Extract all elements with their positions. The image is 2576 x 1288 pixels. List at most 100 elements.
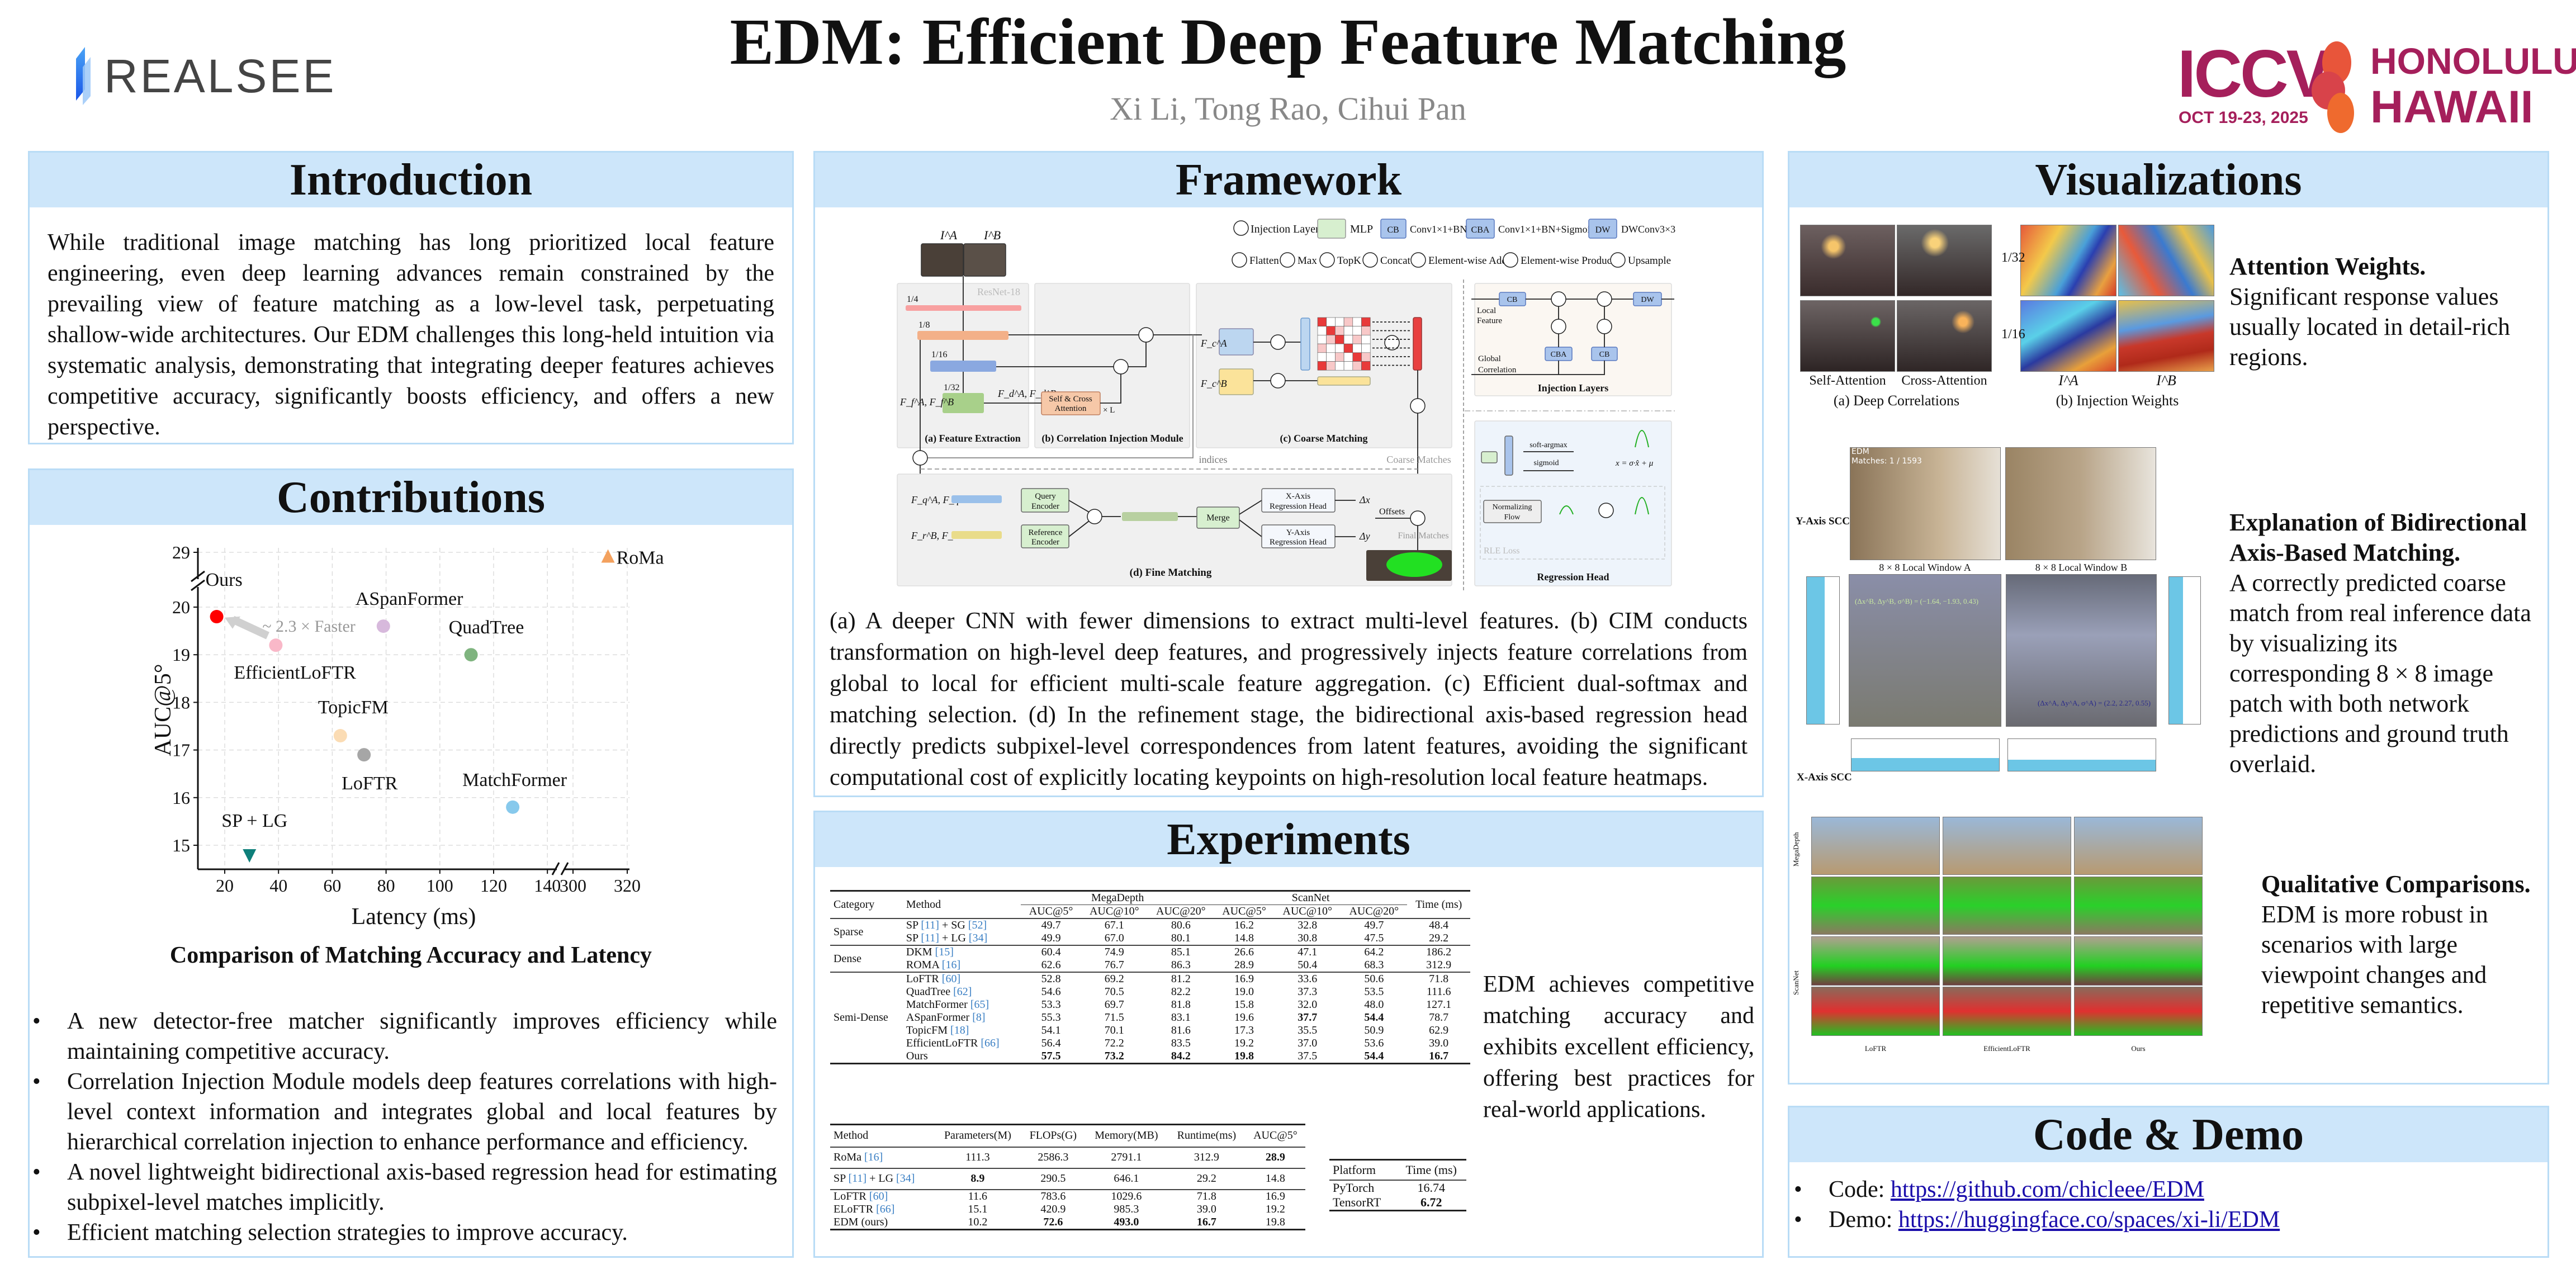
qualitative-result-image xyxy=(1811,936,1940,986)
table-cell: 73.2 xyxy=(1104,1050,1124,1062)
similarity-cell xyxy=(1317,326,1327,335)
y-axis-histogram-a xyxy=(1806,576,1840,724)
legend-operator-icon xyxy=(1610,252,1626,268)
legend-operator-icon xyxy=(1280,252,1295,268)
x-axis-histogram-b xyxy=(2007,738,2156,771)
point-label: TopicFM xyxy=(318,697,389,718)
scale-1-4-feature xyxy=(906,305,1021,311)
data-point-sp-lg xyxy=(243,849,257,863)
table-cell: 80.1 xyxy=(1171,932,1191,944)
viz-text-bidirectional: Explanation of Bidirectional Axis-Based … xyxy=(2229,509,2531,778)
code-demo-panel: Code & Demo Code: https://github.com/chi… xyxy=(1788,1106,2549,1258)
connector xyxy=(1239,519,1262,537)
label: Regression Head xyxy=(1270,538,1327,547)
column-header: Runtime(ms) xyxy=(1177,1129,1237,1142)
category-cell: Dense xyxy=(834,952,861,965)
contribution-item: Efficient matching selection strategies … xyxy=(28,1218,777,1248)
rule xyxy=(830,1064,1470,1065)
label: DWConv3×3 xyxy=(1621,224,1675,235)
similarity-cell xyxy=(1317,317,1327,326)
injection-weight-map-2 xyxy=(2118,225,2214,296)
dw-legend-box xyxy=(1588,219,1617,239)
injection-weight-map-4 xyxy=(2118,300,2214,372)
table-row: LoFTR [60] 11.6 783.6 1029.6 71.8 16.9 xyxy=(830,1189,1305,1203)
qualitative-result-image xyxy=(1943,817,2071,875)
qualitative-result-image xyxy=(1943,936,2071,986)
similarity-cell xyxy=(1361,317,1371,326)
table-cell: 52.8 xyxy=(1041,973,1061,985)
similarity-cell xyxy=(1335,343,1344,353)
visualizations-heading: Visualizations xyxy=(1789,153,2547,207)
label: Normalizing xyxy=(1493,503,1532,512)
column-subheader: AUC@20° xyxy=(1349,905,1399,917)
column-subheader: AUC@10° xyxy=(1089,905,1139,917)
x-axis-scc-label: X-Axis SCC xyxy=(1797,771,1852,783)
qualitative-result-image xyxy=(2074,987,2203,1036)
point-label: SP + LG xyxy=(221,811,287,831)
table-row: ROMA [16] 62.6 76.7 86.3 28.9 50.4 68.3 312.9 xyxy=(830,959,1470,972)
table-cell: 53.6 xyxy=(1364,1037,1384,1049)
table-cell: 56.4 xyxy=(1041,1037,1061,1049)
similarity-cell xyxy=(1317,361,1327,371)
subheader-row: AUC@5° AUC@10° AUC@20° AUC@5° AUC@10° AUC@20° xyxy=(830,905,1470,919)
data-point-roma xyxy=(601,549,615,563)
table-cell: 16.9 xyxy=(1265,1190,1285,1202)
correlation-injection-panel xyxy=(1034,283,1190,448)
table-cell: 6.72 xyxy=(1420,1195,1442,1209)
x-axis-break xyxy=(551,862,569,875)
table-cell: 290.5 xyxy=(1040,1172,1066,1185)
indices-arrow xyxy=(927,335,1194,458)
self-attention-image-1 xyxy=(1800,225,1895,296)
label: Conv1×1+BN xyxy=(1410,224,1467,235)
label: (c) Coarse Matching xyxy=(1280,433,1368,444)
flattened-feature-a xyxy=(1300,318,1310,371)
table-cell: 71.8 xyxy=(1429,973,1449,985)
similarity-cell xyxy=(1335,352,1344,362)
table-cell: 19.6 xyxy=(1234,1011,1254,1024)
table-cell: 82.2 xyxy=(1171,986,1191,998)
label: RLE Loss xyxy=(1484,546,1519,556)
data-point-quadtree xyxy=(464,648,478,662)
x-tick-label: 140 xyxy=(534,875,561,896)
method-cell: ELoFTR [66] xyxy=(834,1202,895,1215)
table-row: Sparse SP [11] + SG [52] 49.7 67.1 80.6 16.2 3… xyxy=(830,918,1470,938)
introduction-heading: Introduction xyxy=(30,153,792,207)
table-cell: 10.2 xyxy=(968,1215,988,1228)
table-cell: 68.3 xyxy=(1364,959,1384,971)
table-cell: 47.5 xyxy=(1364,932,1384,944)
table-cell: 420.9 xyxy=(1040,1202,1066,1215)
label: ResNet-18 xyxy=(977,286,1020,297)
injection-layer-icon xyxy=(1138,327,1154,343)
column-header: MegaDepth xyxy=(1021,891,1214,905)
table-row: ASpanFormer [8] 55.3 71.5 83.1 19.6 37.7 54.4 7… xyxy=(830,1011,1470,1024)
label: CBA xyxy=(1471,225,1490,235)
label: Regression Head xyxy=(1537,571,1609,583)
similarity-cell xyxy=(1326,352,1336,362)
table-cell: 78.7 xyxy=(1429,1011,1449,1024)
label: DW xyxy=(1641,296,1654,304)
method-cell: LoFTR [60] xyxy=(834,1190,888,1202)
github-link[interactable]: https://github.com/chicleee/EDM xyxy=(1890,1177,2204,1202)
image-a-label: I^A xyxy=(2058,372,2078,389)
label: 1/4 xyxy=(907,295,918,304)
label: Upsample xyxy=(1628,255,1671,267)
reference-patch-tokens xyxy=(951,531,1002,539)
column-subheader: AUC@10° xyxy=(1282,905,1333,917)
table-row: EfficientLoFTR [66] 56.4 72.2 83.5 19.2 37.0 5… xyxy=(830,1037,1470,1050)
huggingface-demo-link[interactable]: https://huggingface.co/spaces/xi-li/EDM xyxy=(1898,1207,2280,1233)
poster-authors: Xi Li, Tong Rao, Cihui Pan xyxy=(1110,91,1466,127)
point-label: MatchFormer xyxy=(462,770,567,790)
connector xyxy=(1471,361,1605,375)
method-cell: MatchFormer [65] xyxy=(906,998,989,1011)
table-cell: 14.8 xyxy=(1234,932,1254,944)
label: Y-Axis xyxy=(1286,528,1310,537)
label: X-Axis xyxy=(1286,492,1310,501)
table-cell: 783.6 xyxy=(1040,1190,1066,1202)
label: Flow xyxy=(1504,513,1521,522)
table-cell: 72.2 xyxy=(1104,1037,1124,1049)
label: Coarse Matches xyxy=(1386,454,1451,465)
table-cell: 28.9 xyxy=(1234,959,1254,971)
y-tick-label: 29 xyxy=(172,542,190,562)
rule xyxy=(1329,1210,1466,1211)
y-tick-label: 19 xyxy=(172,645,190,665)
